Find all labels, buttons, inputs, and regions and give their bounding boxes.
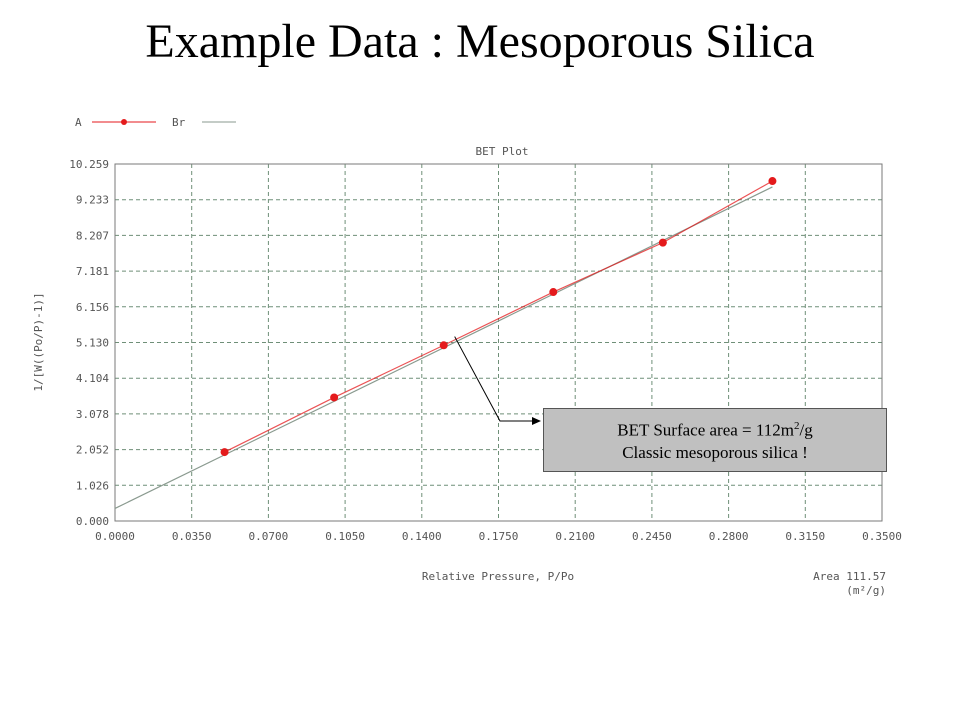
x-tick-label: 0.3150 — [785, 530, 825, 543]
axis-ticks: 0.0000 0.0350 0.0700 0.1050 0.1400 0.1750 0.21… — [69, 158, 902, 543]
callout-line-1: BET Surface area = 112m2/g — [617, 420, 813, 440]
data-point — [439, 341, 448, 350]
x-tick-label: 0.2450 — [632, 530, 672, 543]
x-tick-label: 0.1400 — [402, 530, 442, 543]
y-tick-label: 0.000 — [76, 515, 109, 528]
series-line-a — [224, 180, 773, 453]
x-tick-label: 0.0350 — [172, 530, 212, 543]
legend-marker-a — [121, 119, 127, 125]
y-tick-label: 2.052 — [76, 444, 109, 457]
area-units: (m²/g) — [846, 584, 886, 597]
x-tick-label: 0.1050 — [325, 530, 365, 543]
y-tick-label: 5.130 — [76, 337, 109, 350]
x-axis-label: Relative Pressure, P/Po — [422, 570, 574, 583]
plot-area-frame — [114, 163, 883, 522]
callout-box: BET Surface area = 112m2/g Classic mesop… — [543, 408, 887, 472]
y-axis-label: 1/[W((Po/P)-1)] — [32, 292, 45, 391]
legend-label-a: A — [75, 116, 82, 129]
area-label: Area 111.57 — [813, 570, 886, 583]
data-point — [330, 393, 339, 402]
callout-arrow-head — [532, 417, 541, 425]
chart-title: BET Plot — [476, 145, 529, 158]
y-tick-label: 3.078 — [76, 408, 109, 421]
data-point — [549, 288, 558, 297]
slide-title: Example Data : Mesoporous Silica — [145, 15, 815, 68]
x-tick-label: 0.0700 — [249, 530, 289, 543]
y-tick-label: 8.207 — [76, 229, 109, 242]
data-point — [220, 448, 229, 457]
data-point — [768, 177, 777, 186]
x-tick-label: 0.2100 — [555, 530, 595, 543]
y-tick-label: 9.233 — [76, 194, 109, 207]
x-tick-label: 0.1750 — [479, 530, 519, 543]
y-tick-label: 7.181 — [76, 265, 109, 278]
y-tick-label: 6.156 — [76, 301, 109, 314]
y-tick-label: 10.259 — [69, 158, 109, 171]
chart-legend: A Br — [75, 116, 236, 129]
y-tick-label: 4.104 — [76, 372, 109, 385]
x-tick-label: 0.2800 — [709, 530, 749, 543]
callout-leader-line — [454, 336, 533, 422]
x-tick-label: 0.3500 — [862, 530, 902, 543]
x-tick-label: 0.0000 — [95, 530, 135, 543]
legend-label-br: Br — [172, 116, 186, 129]
callout-line-2: Classic mesoporous silica ! — [622, 442, 808, 462]
series-layer — [114, 177, 777, 510]
data-point — [658, 238, 667, 247]
y-tick-label: 1.026 — [76, 479, 109, 492]
